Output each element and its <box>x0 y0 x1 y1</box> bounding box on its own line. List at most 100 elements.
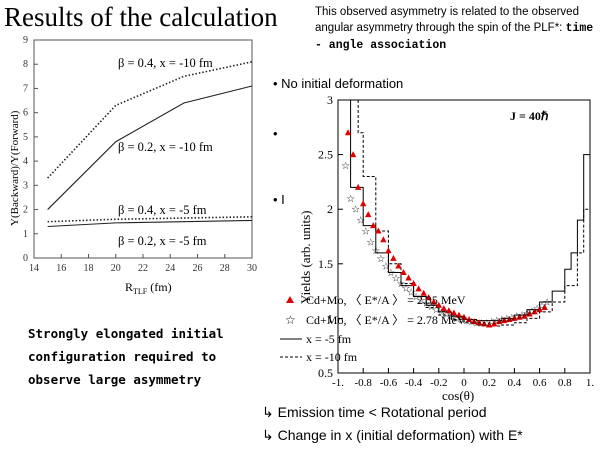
star-point: ☆ <box>356 216 365 227</box>
right-xtick-label: 0.4 <box>508 377 522 389</box>
star-point: ☆ <box>452 314 461 325</box>
star-point: ☆ <box>361 227 370 238</box>
right-series-lines <box>338 99 591 327</box>
right-xtick-label: -1. <box>332 377 344 389</box>
triangle-point <box>460 313 468 320</box>
left-xlabel: RTLF (fm) <box>125 280 172 296</box>
right-axes: -1. -0.8 -0.6 -0.4 -0.2 0 0.2 0.4 0.6 0.8 1. 0.5 1 1.… <box>318 93 594 389</box>
star-point: ☆ <box>477 318 486 329</box>
star-point: ☆ <box>507 313 516 324</box>
conclusion-line-1: Strongly elongated initial <box>28 326 224 341</box>
star-point: ☆ <box>422 299 431 310</box>
left-label-b02-x10: β = 0.2, x = -10 fm <box>118 140 213 154</box>
bullet-2: • <box>273 126 278 141</box>
legend-triangle-marker <box>286 296 294 303</box>
star-point: ☆ <box>487 317 496 328</box>
note-text: This observed asymmetry is related to th… <box>315 6 579 34</box>
triangle-point <box>435 301 442 308</box>
left-ytick-label: 1 <box>23 229 28 240</box>
right-ytick-label: 1.5 <box>318 257 333 271</box>
left-xtick-label: 16 <box>56 263 66 274</box>
star-point: ☆ <box>442 310 451 321</box>
legend-item-3: x = -5 fm <box>306 332 352 346</box>
left-ytick-label: 7 <box>23 83 28 94</box>
legend-item-1: Cd+Mo, 〈 E*/A 〉 = 2.35 MeV <box>306 293 466 307</box>
left-series-line-0 <box>47 61 253 179</box>
hand-arrow-icon: ↳ <box>262 427 274 443</box>
left-ylabel: Y(Backward)/Y(Forward) <box>9 110 21 226</box>
star-point: ☆ <box>407 288 416 299</box>
triangle-point <box>440 305 448 312</box>
yields-chart: -1. -0.8 -0.6 -0.4 -0.2 0 0.2 0.4 0.6 0.8 1. 0.5 1 1.… <box>280 93 594 403</box>
star-point: ☆ <box>492 316 501 327</box>
bullet-3-text: I <box>281 192 285 207</box>
star-point: ☆ <box>366 237 375 248</box>
left-ytick-label: 5 <box>23 132 28 143</box>
triangle-point <box>405 274 412 281</box>
triangle-point <box>470 318 478 325</box>
hand-arrow-icon: ↳ <box>262 404 274 420</box>
star-point: ☆ <box>457 315 466 326</box>
triangle-point <box>344 129 352 136</box>
star-point: ☆ <box>523 308 532 319</box>
triangle-point <box>450 309 458 316</box>
left-xlabel-main: R <box>125 280 133 294</box>
left-label-b02-x5: β = 0.2, x = -5 fm <box>118 234 207 248</box>
left-xtick-label: 14 <box>29 263 39 274</box>
triangle-point <box>480 320 488 327</box>
star-point: ☆ <box>528 306 537 317</box>
triangle-point <box>455 311 463 318</box>
triangle-point <box>380 236 387 243</box>
triangle-point <box>415 285 422 292</box>
arrow-item-2: ↳ Change in x (initial deformation) with… <box>262 427 523 444</box>
left-xtick-label: 24 <box>165 263 175 274</box>
left-series-line-3 <box>47 219 253 228</box>
triangle-point <box>395 262 402 269</box>
left-ytick-label: 9 <box>23 35 28 46</box>
triangle-point <box>360 200 367 207</box>
star-point: ☆ <box>427 302 436 313</box>
triangle-point <box>349 151 357 158</box>
left-ytick-label: 8 <box>23 59 28 70</box>
right-xtick-label: 0.8 <box>558 377 572 389</box>
bullet-1-text: No initial deformation <box>281 76 404 91</box>
star-point: ☆ <box>512 312 521 323</box>
star-point: ☆ <box>447 312 456 323</box>
right-ytick-label: 1 <box>327 311 333 325</box>
triangle-point <box>541 303 548 310</box>
triangle-point <box>365 211 372 218</box>
legend-star-marker: ☆ <box>285 313 296 327</box>
triangle-point <box>516 313 523 320</box>
right-ytick-label: 2 <box>327 202 333 216</box>
star-point: ☆ <box>397 279 406 290</box>
asymmetry-chart: 14 16 18 20 22 24 26 28 30 0 1 2 3 4 5 6 7 8 9 β = 0.4, x … <box>9 35 257 296</box>
left-axes: 14 16 18 20 22 24 26 28 30 0 1 2 3 4 5 6 7 8 9 <box>23 35 257 274</box>
star-point: ☆ <box>472 318 481 329</box>
star-point: ☆ <box>351 205 360 216</box>
left-ytick-label: 3 <box>23 180 28 191</box>
right-annotation: J = 40ℏ <box>510 109 549 123</box>
triangle-point <box>501 317 508 324</box>
star-point: ☆ <box>417 295 426 306</box>
arrow-item-1: ↳ Emission time < Rotational period <box>262 404 487 421</box>
right-xlabel: cos(θ) <box>442 388 474 403</box>
right-xtick-label: -0.8 <box>354 377 372 389</box>
triangle-point <box>400 269 407 276</box>
right-ylabel: Yields (arb. units) <box>298 210 313 304</box>
triangle-point <box>390 254 397 261</box>
note-bold: time - angle association <box>315 22 594 52</box>
triangle-point <box>465 315 473 322</box>
star-point: ☆ <box>376 254 385 265</box>
left-series-line-2 <box>47 216 253 223</box>
right-ytick-label: 3 <box>327 93 333 107</box>
arrow-item-1-text: Emission time < Rotational period <box>277 404 487 420</box>
star-point: ☆ <box>533 304 542 315</box>
star-point: ☆ <box>371 246 380 257</box>
right-xtick-label: -0.4 <box>405 377 423 389</box>
left-xlabel-unit: (fm) <box>150 280 171 294</box>
triangle-point <box>425 294 432 301</box>
legend-item-4: x = -10 fm <box>306 350 358 364</box>
star-point: ☆ <box>386 268 395 279</box>
triangle-point <box>354 183 362 190</box>
left-label-b04-x5: β = 0.4, x = -5 fm <box>118 203 207 217</box>
